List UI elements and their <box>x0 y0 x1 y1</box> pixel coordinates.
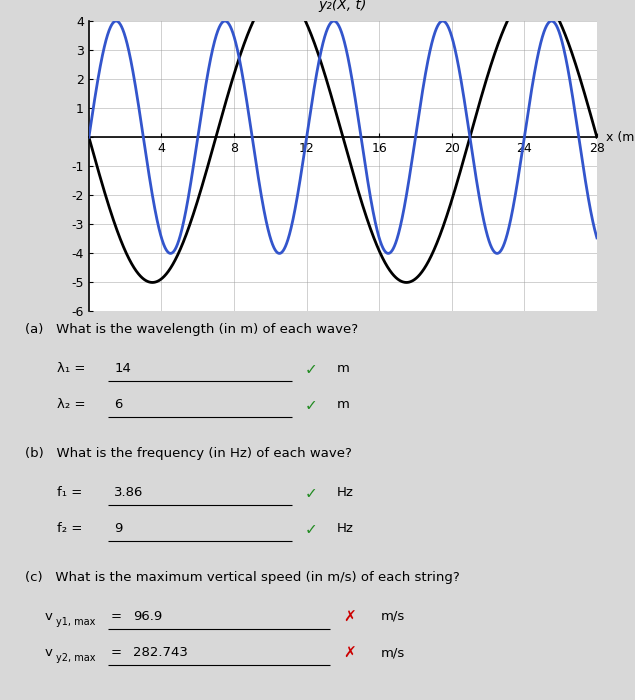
Text: 282.743: 282.743 <box>133 646 188 659</box>
Text: y₂(X, t): y₂(X, t) <box>319 0 367 13</box>
Text: v: v <box>44 610 52 623</box>
Text: Hz: Hz <box>337 486 354 499</box>
Text: ✓: ✓ <box>305 398 318 413</box>
Text: 96.9: 96.9 <box>133 610 163 623</box>
Text: v: v <box>44 646 52 659</box>
Text: ✓: ✓ <box>305 486 318 500</box>
Text: m: m <box>337 362 349 375</box>
Text: f₂ =: f₂ = <box>57 522 83 536</box>
Text: 3.86: 3.86 <box>114 486 144 499</box>
Text: =: = <box>111 610 122 623</box>
Text: λ₁ =: λ₁ = <box>57 362 86 375</box>
Text: (c)   What is the maximum vertical speed (in m/s) of each string?: (c) What is the maximum vertical speed (… <box>25 571 460 584</box>
Text: Hz: Hz <box>337 522 354 536</box>
Text: =: = <box>111 646 122 659</box>
Text: x (m): x (m) <box>606 131 635 144</box>
Text: ✓: ✓ <box>305 522 318 537</box>
Text: ✓: ✓ <box>305 362 318 377</box>
Text: m: m <box>337 398 349 412</box>
Text: (b)   What is the frequency (in Hz) of each wave?: (b) What is the frequency (in Hz) of eac… <box>25 447 352 461</box>
Text: ✗: ✗ <box>343 646 356 661</box>
Text: (a)   What is the wavelength (in m) of each wave?: (a) What is the wavelength (in m) of eac… <box>25 323 359 337</box>
Text: 6: 6 <box>114 398 123 412</box>
Text: λ₂ =: λ₂ = <box>57 398 86 412</box>
Text: m/s: m/s <box>381 646 405 659</box>
Text: ✗: ✗ <box>343 610 356 624</box>
Text: y1, max: y1, max <box>56 617 95 626</box>
Text: 14: 14 <box>114 362 131 375</box>
Text: 9: 9 <box>114 522 123 536</box>
Text: f₁ =: f₁ = <box>57 486 83 499</box>
Text: m/s: m/s <box>381 610 405 623</box>
Text: y2, max: y2, max <box>56 653 95 663</box>
